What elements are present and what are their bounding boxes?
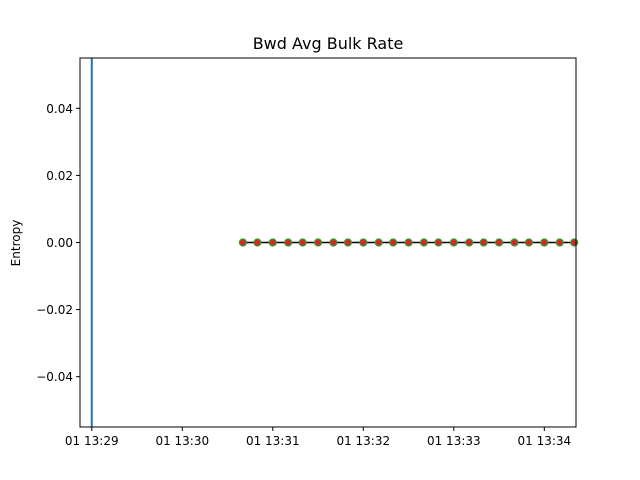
chart-title: Bwd Avg Bulk Rate (253, 34, 404, 53)
plot-area: 0.04 0.02 0.00 −0.02 −0.04 01 13:29 01 13:30 01… (36, 58, 579, 448)
data-point (359, 238, 368, 247)
data-point (570, 238, 579, 247)
y-tick-label: 0.02 (46, 169, 73, 183)
data-point (449, 238, 458, 247)
data-point (524, 238, 534, 247)
data-point (479, 238, 488, 247)
data-point (510, 238, 519, 247)
x-tick-label: 01 13:30 (155, 434, 209, 448)
data-point (494, 238, 504, 247)
data-point (404, 238, 413, 247)
axes-frame (79, 57, 577, 428)
data-point (343, 238, 353, 247)
data-point (329, 238, 338, 247)
data-point (465, 238, 474, 247)
x-tick-label: 01 13:32 (336, 434, 390, 448)
data-point (253, 238, 262, 247)
y-axis-label: Entropy (9, 220, 23, 267)
data-point (555, 238, 564, 247)
x-tick-label: 01 13:29 (65, 434, 119, 448)
data-point (540, 238, 549, 247)
data-point (238, 238, 248, 247)
data-point (284, 238, 293, 247)
data-point (389, 238, 398, 247)
data-point (374, 238, 383, 247)
y-tick-label: −0.02 (36, 303, 73, 317)
y-tick-label: 0.00 (46, 236, 73, 250)
y-tick-label: −0.04 (36, 370, 73, 384)
data-point (268, 238, 277, 247)
data-point (419, 238, 429, 247)
y-tick-label: 0.04 (46, 102, 73, 116)
x-tick-label: 01 13:31 (246, 434, 300, 448)
x-tick-label: 01 13:34 (517, 434, 571, 448)
x-tick-label: 01 13:33 (427, 434, 481, 448)
data-point (313, 238, 323, 247)
data-point (298, 238, 307, 247)
data-point (434, 238, 443, 247)
